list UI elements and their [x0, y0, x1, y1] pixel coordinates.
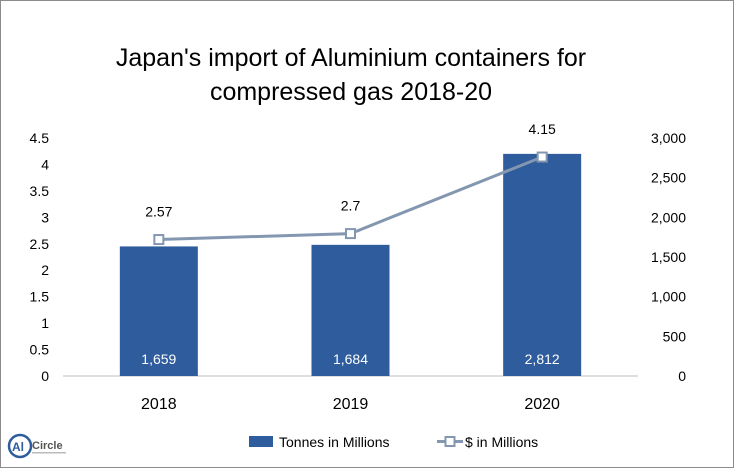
- bar-data-label: 1,684: [333, 351, 368, 367]
- y-left-tick-label: 1: [41, 315, 49, 331]
- line-data-label: 2.57: [145, 204, 172, 220]
- alcircle-logo-icon: Al Circle: [7, 433, 66, 459]
- line-data-label: 4.15: [529, 121, 556, 137]
- line-marker: [345, 228, 356, 240]
- y-right-tick-label: 2,000: [651, 209, 686, 225]
- legend-swatch-marker: [444, 436, 456, 447]
- x-tick-label: 2018: [141, 396, 177, 413]
- bar: [311, 244, 390, 376]
- y-left-tick-label: 3: [41, 209, 49, 225]
- y-left-tick-label: 2: [41, 262, 49, 278]
- x-tick-label: 2019: [333, 396, 369, 413]
- line-marker: [536, 151, 548, 163]
- bar-data-label: 1,659: [141, 351, 176, 367]
- line-marker: [153, 234, 165, 246]
- svg-text:Circle: Circle: [32, 440, 63, 452]
- y-right-tick-label: 0: [678, 368, 686, 384]
- y-right-tick-label: 2,500: [651, 170, 686, 186]
- chart-title: Japan's import of Aluminium containers f…: [115, 44, 587, 106]
- y-left-tick-label: 2.5: [30, 236, 50, 252]
- y-left-tick-label: 1.5: [30, 289, 50, 305]
- line-data-label: 2.7: [341, 198, 361, 214]
- alcircle-logo: Al Circle: [6, 430, 76, 462]
- svg-text:Al: Al: [12, 440, 24, 454]
- line-series: 2.57 2.7 4.15: [145, 121, 556, 246]
- y-left-tick-label: 4.5: [30, 130, 50, 146]
- y-right-tick-label: 1,500: [651, 249, 686, 265]
- bar: [503, 153, 582, 376]
- y-right-tick-label: 1,000: [651, 289, 686, 305]
- y-left-tick-label: 4: [41, 156, 49, 172]
- bar-data-label: 2,812: [525, 351, 560, 367]
- bar-series: 1,659 1,684 2,812: [119, 153, 582, 376]
- y-left-tick-label: 0: [41, 368, 49, 384]
- y-right-tick-label: 500: [663, 328, 687, 344]
- legend-swatch-bar: [249, 436, 273, 447]
- chart-axes: 0 0.5 1 1.5 2 2.5 3 3.5 4 4.5 0 500 1,000 1,500 2,000 2…: [30, 130, 687, 413]
- y-left-tick-label: 3.5: [30, 183, 50, 199]
- y-right-tick-label: 3,000: [651, 130, 686, 146]
- legend: Tonnes in Millions $ in Millions: [249, 434, 538, 450]
- x-tick-label: 2020: [524, 396, 560, 413]
- legend-label: Tonnes in Millions: [279, 434, 390, 450]
- bar: [119, 246, 198, 376]
- legend-label: $ in Millions: [465, 434, 538, 450]
- y-left-tick-label: 0.5: [30, 342, 50, 358]
